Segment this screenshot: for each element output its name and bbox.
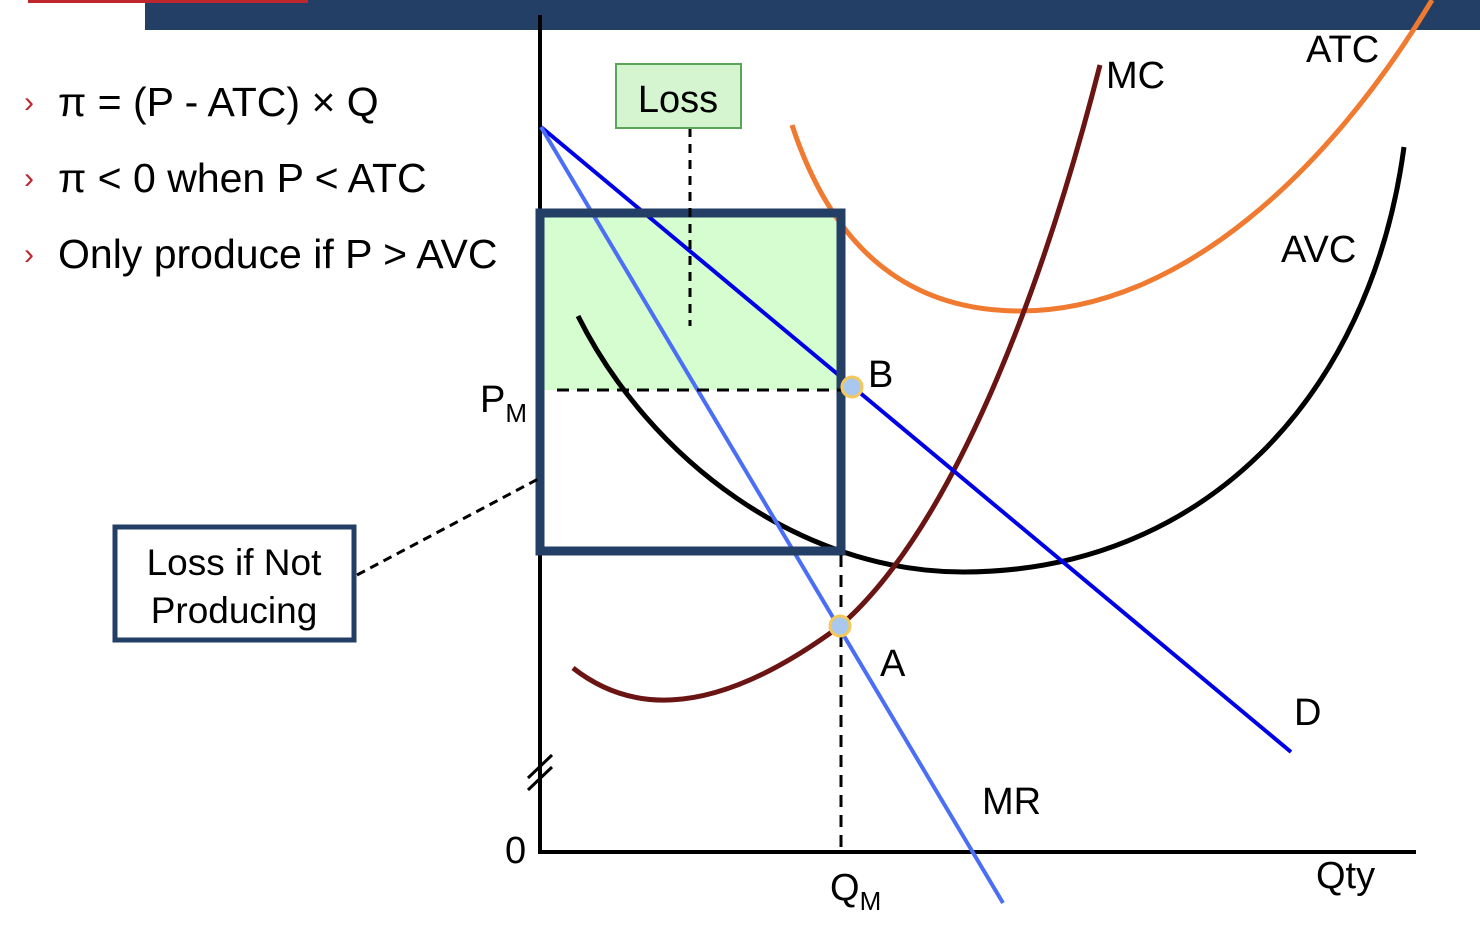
loss-label-box xyxy=(615,63,742,129)
mr-label: MR xyxy=(982,781,1041,823)
loss-label: Loss xyxy=(638,79,718,121)
atc-label: ATC xyxy=(1306,29,1379,71)
bullet-text: π = (P - ATC) × Q xyxy=(58,79,379,125)
atc-curve xyxy=(789,0,1435,314)
loss-not-producing-pointer xyxy=(356,476,541,577)
axis-break-icon xyxy=(526,753,554,792)
chevron-right-icon: › xyxy=(24,86,34,119)
loss-area xyxy=(540,213,841,390)
origin-label: 0 xyxy=(505,830,526,872)
point-a-marker xyxy=(828,614,852,638)
bullet-text: Only produce if P > AVC xyxy=(58,231,498,277)
point-b-label: B xyxy=(868,354,893,396)
header-bar xyxy=(145,0,1480,30)
bullet-text: π < 0 when P < ATC xyxy=(58,155,427,201)
pm-label: PM xyxy=(480,379,527,428)
bullet-item: › π = (P - ATC) × Q xyxy=(24,64,497,140)
bullet-item: › π < 0 when P < ATC xyxy=(24,140,497,216)
point-a-label: A xyxy=(880,643,906,685)
point-b-marker xyxy=(840,375,864,399)
chevron-right-icon: › xyxy=(24,238,34,271)
bullet-item: › Only produce if P > AVC xyxy=(24,216,497,292)
avc-curve xyxy=(575,146,1407,575)
mr-curve xyxy=(539,125,1005,905)
loss-not-producing-line1: Loss if Not xyxy=(147,542,323,583)
mc-label: MC xyxy=(1106,55,1165,97)
qm-label: QM xyxy=(830,867,881,916)
demand-curve xyxy=(539,125,1293,754)
header-accent-line xyxy=(28,0,308,3)
bullet-list: › π = (P - ATC) × Q › π < 0 when P < ATC ›… xyxy=(24,64,497,292)
chevron-right-icon: › xyxy=(24,162,34,195)
qty-label: Qty xyxy=(1316,855,1375,897)
loss-not-producing-line2: Producing xyxy=(151,590,318,631)
loss-not-producing-box xyxy=(112,524,357,643)
avc-label: AVC xyxy=(1281,229,1356,271)
mc-curve xyxy=(571,64,1103,703)
d-label: D xyxy=(1294,692,1321,734)
